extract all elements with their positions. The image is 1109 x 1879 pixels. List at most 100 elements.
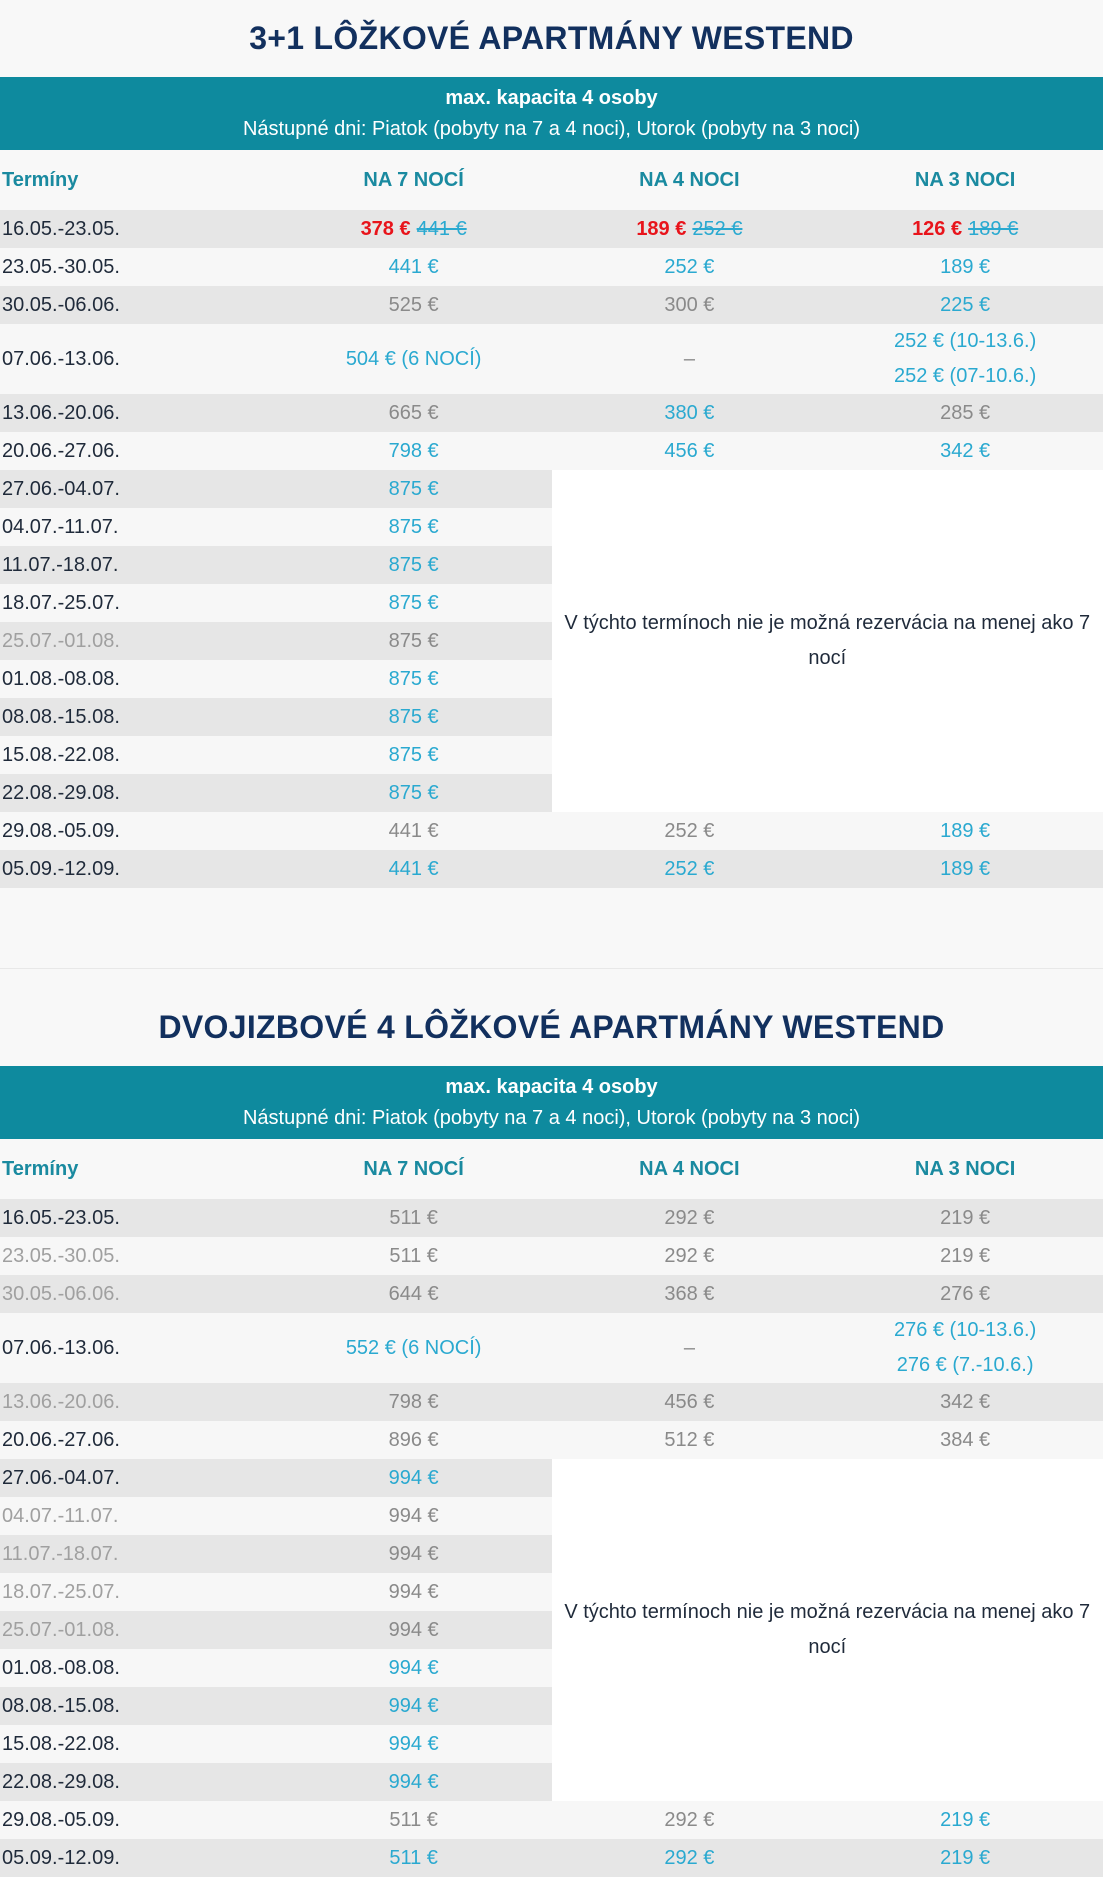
price: 875 €	[388, 515, 439, 538]
date-cell: 23.05.-30.05.	[0, 1237, 276, 1275]
original-price: 441 €	[416, 217, 467, 240]
column-header: NA 3 NOCI	[827, 150, 1103, 210]
info-band: max. kapacita 4 osoby Nástupné dni: Piato…	[0, 1066, 1103, 1139]
price-cell: 798 €	[275, 1383, 552, 1421]
price-cell: 994 €	[275, 1611, 552, 1649]
price-cell: 456 €	[551, 432, 828, 470]
date-cell: 11.07.-18.07.	[0, 1535, 276, 1573]
price: 994 €	[388, 1466, 439, 1489]
price: 368 €	[664, 1282, 715, 1305]
column-header: Termíny	[0, 1139, 276, 1199]
date-cell: 07.06.-13.06.	[0, 1313, 276, 1383]
date-cell: 18.07.-25.07.	[0, 1573, 276, 1611]
price-cell: 456 €	[551, 1383, 828, 1421]
price: 875 €	[388, 781, 439, 804]
column-header: NA 7 NOCÍ	[275, 150, 552, 210]
price-cell: 875 €	[275, 736, 552, 774]
price: 511 €	[389, 1808, 438, 1831]
date-cell: 27.06.-04.07.	[0, 470, 276, 508]
price-cell: 252 €	[551, 812, 828, 850]
date-cell: 25.07.-01.08.	[0, 1611, 276, 1649]
section-title: DVOJIZBOVÉ 4 LÔŽKOVÉ APARTMÁNY WESTEND	[158, 1009, 945, 1045]
price-row: 07.06.-13.06. 504 € (6 NOCÍ) – 252 € (10-13…	[0, 324, 1103, 394]
price-cell: 252 €	[551, 850, 828, 888]
price-cell: 994 €	[275, 1459, 552, 1497]
price: 994 €	[388, 1732, 439, 1755]
price: 456 €	[664, 439, 715, 462]
price: 644 €	[388, 1282, 439, 1305]
price-cell: 511 €	[275, 1801, 552, 1839]
date-cell: 05.09.-12.09.	[0, 850, 276, 888]
date-cell: 07.06.-13.06.	[0, 324, 276, 394]
price: 525 €	[388, 293, 439, 316]
date-cell: 08.08.-15.08.	[0, 698, 276, 736]
price: 252 €	[664, 857, 715, 880]
price-line: 276 € (10-13.6.)	[893, 1319, 1037, 1341]
price-row: 30.05.-06.06. 525 € 300 € 225 €	[0, 286, 1103, 324]
date-cell: 22.08.-29.08.	[0, 1763, 276, 1801]
price-cell: 441 €	[275, 812, 552, 850]
restriction-note: V týchto termínoch nie je možná rezervác…	[551, 470, 1103, 812]
price: 189 €	[940, 255, 991, 278]
original-price: 189 €	[968, 217, 1019, 240]
price-row: 23.05.-30.05. 441 € 252 € 189 €	[0, 248, 1103, 286]
price-cell: 994 €	[275, 1725, 552, 1763]
price: 875 €	[388, 591, 439, 614]
date-cell: 01.08.-08.08.	[0, 1649, 276, 1687]
price: 552 € (6 NOCÍ)	[345, 1336, 482, 1359]
price-cell: 512 €	[551, 1421, 828, 1459]
price: 219 €	[940, 1808, 991, 1831]
price: 342 €	[940, 1390, 991, 1413]
date-cell: 15.08.-22.08.	[0, 736, 276, 774]
price-cell: 342 €	[827, 1383, 1103, 1421]
price-cell: 875 €	[275, 508, 552, 546]
price-cell: 644 €	[275, 1275, 552, 1313]
price-row: 20.06.-27.06. 798 € 456 € 342 €	[0, 432, 1103, 470]
price: 292 €	[664, 1244, 715, 1267]
price: 512 €	[664, 1428, 715, 1451]
price-cell: 285 €	[827, 394, 1103, 432]
date-cell: 13.06.-20.06.	[0, 394, 276, 432]
date-cell: 23.05.-30.05.	[0, 248, 276, 286]
price-row: 01.08.-08.08. 994 €	[0, 1649, 1103, 1687]
price-cell: 875 €	[275, 622, 552, 660]
price: 875 €	[388, 705, 439, 728]
price: 875 €	[388, 629, 439, 652]
price: 342 €	[940, 439, 991, 462]
capacity: max. kapacita 4 osoby	[445, 1075, 658, 1098]
price-row: 04.07.-11.07. 875 €	[0, 508, 1103, 546]
price-cell: 875 €	[275, 470, 552, 508]
price-cell: 665 €	[275, 394, 552, 432]
price-row: 16.05.-23.05. 511 € 292 € 219 €	[0, 1199, 1103, 1237]
restriction-note: V týchto termínoch nie je možná rezervác…	[551, 1459, 1103, 1801]
price-row: 22.08.-29.08. 875 €	[0, 774, 1103, 812]
price: 189 €	[940, 819, 991, 842]
price: 994 €	[388, 1580, 439, 1603]
price-cell: 292 €	[551, 1801, 828, 1839]
date-cell: 04.07.-11.07.	[0, 1497, 276, 1535]
price: –	[683, 1336, 695, 1359]
header-row: Termíny NA 7 NOCÍ NA 4 NOCI NA 3 NOCI	[0, 150, 1103, 210]
price-row: 27.06.-04.07. 994 € V týchto termínoch nie…	[0, 1459, 1103, 1801]
date-cell: 04.07.-11.07.	[0, 508, 276, 546]
price-line: 276 € (7.-10.6.)	[896, 1354, 1034, 1376]
column-header: NA 7 NOCÍ	[275, 1139, 552, 1199]
price: 994 €	[388, 1656, 439, 1679]
price-cell: 276 € (10-13.6.) 276 € (7.-10.6.)	[827, 1313, 1103, 1383]
price-row: 18.07.-25.07. 994 €	[0, 1573, 1103, 1611]
price-row: 22.08.-29.08. 994 €	[0, 1763, 1103, 1801]
price: 300 €	[664, 293, 715, 316]
price-row: 04.07.-11.07. 994 €	[0, 1497, 1103, 1535]
price-row: 11.07.-18.07. 994 €	[0, 1535, 1103, 1573]
price-cell: 875 €	[275, 584, 552, 622]
date-cell: 30.05.-06.06.	[0, 286, 276, 324]
price-row: 05.09.-12.09. 441 € 252 € 189 €	[0, 850, 1103, 888]
price: 798 €	[388, 439, 439, 462]
price-row: 25.07.-01.08. 994 €	[0, 1611, 1103, 1649]
date-cell: 11.07.-18.07.	[0, 546, 276, 584]
price-cell: 225 €	[827, 286, 1103, 324]
price-cell: 368 €	[551, 1275, 828, 1313]
price-cell: 380 €	[551, 394, 828, 432]
